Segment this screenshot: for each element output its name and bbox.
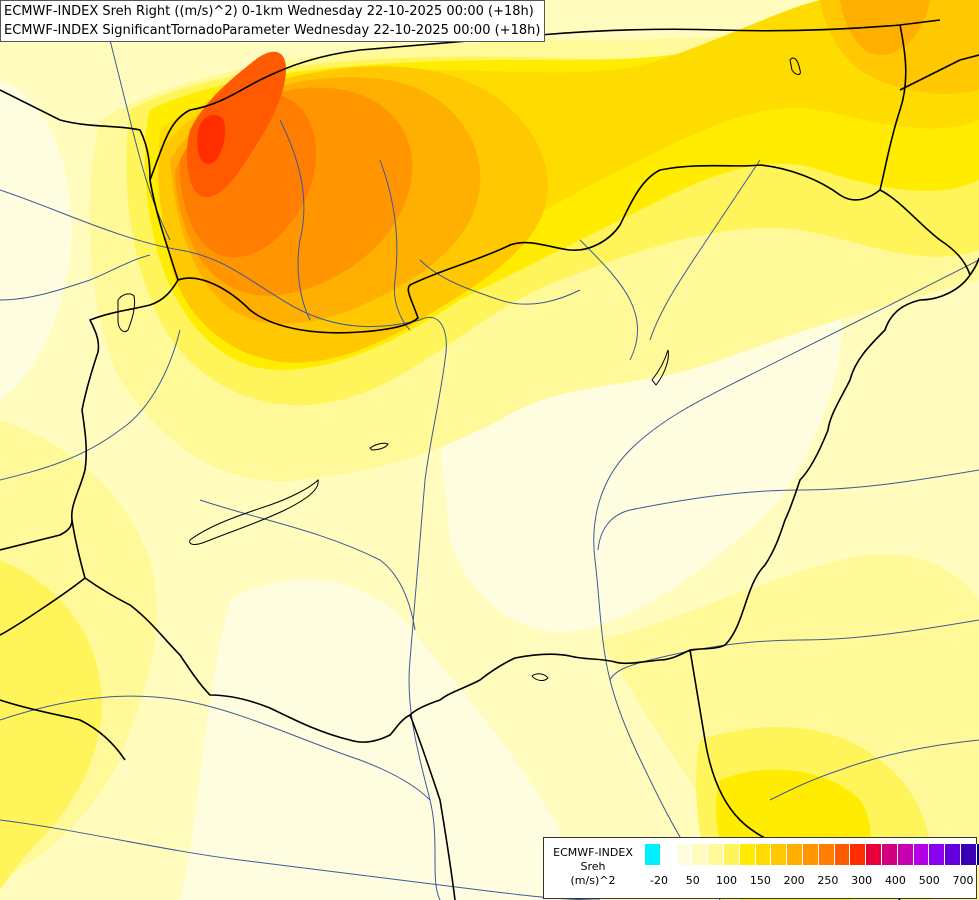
legend-swatch — [802, 844, 819, 865]
legend-swatch — [834, 844, 851, 865]
legend-swatch — [771, 844, 788, 865]
border-ukraine — [879, 24, 907, 191]
legend-swatch — [818, 844, 835, 865]
legend-source: ECMWF-INDEX — [553, 846, 633, 859]
legend-swatch — [739, 844, 756, 865]
legend-swatch — [708, 844, 724, 865]
legend-tick-label: 500 — [918, 874, 940, 887]
legend-swatch — [866, 844, 882, 865]
lake-south-small — [531, 673, 549, 681]
title-line-1: ECMWF-INDEX Sreh Right ((m/s)^2) 0-1km W… — [4, 4, 534, 19]
legend-swatches — [645, 844, 979, 865]
legend-title: ECMWF-INDEX Sreh (m/s)^2 — [544, 846, 642, 888]
legend-swatch — [976, 844, 979, 865]
legend-variable: Sreh — [580, 860, 606, 873]
legend-swatch — [755, 844, 772, 865]
contour-hot — [197, 114, 226, 164]
contour-pale-center — [440, 276, 842, 632]
legend-tick-label: 400 — [884, 874, 906, 887]
legend-swatch — [881, 844, 898, 865]
contour-pale-west — [0, 80, 72, 400]
legend-tick-label: 700 — [952, 874, 974, 887]
legend-tick-label: 200 — [783, 874, 805, 887]
border-austria-slovenia — [0, 519, 73, 551]
lakes — [117, 57, 801, 681]
legend-swatch — [897, 844, 914, 865]
title-line-2: ECMWF-INDEX SignificantTornadoParameter … — [4, 23, 541, 38]
legend-swatch — [850, 844, 867, 865]
lake-tisza — [651, 349, 669, 386]
border-slovakia-north — [149, 19, 941, 181]
legend-swatch — [723, 844, 740, 865]
legend-swatch — [960, 844, 977, 865]
border-hungary — [70, 164, 971, 743]
lake-neusiedl — [117, 293, 135, 333]
legend-swatch — [676, 844, 693, 865]
river-hron — [379, 159, 411, 331]
map-title-box: ECMWF-INDEX Sreh Right ((m/s)^2) 0-1km W… — [0, 0, 546, 42]
river-hernad — [649, 159, 761, 341]
river-sajo — [579, 239, 638, 361]
legend-tick-label: 50 — [685, 874, 700, 887]
contour-bright-sw — [0, 560, 102, 890]
river-vah — [279, 119, 311, 321]
river-tisza — [593, 259, 979, 900]
legend-unit: (m/s)^2 — [570, 874, 616, 887]
river-ipoly — [419, 259, 581, 305]
river-drava — [0, 695, 431, 801]
river-west-mountains — [0, 254, 151, 301]
border-croatia-serbia — [409, 714, 456, 900]
border-slovenia-croatia — [0, 577, 86, 636]
legend-tick-label: 150 — [749, 874, 771, 887]
lake-velence — [369, 442, 389, 451]
lake-ne-small — [789, 57, 801, 75]
contour-pale-south — [180, 579, 560, 900]
legend-tick-label: 300 — [851, 874, 873, 887]
river-southeast — [769, 739, 979, 801]
color-legend: ECMWF-INDEX Sreh (m/s)^2 -20 50 100 150 200 2… — [543, 837, 979, 899]
contour-orange-ne — [840, 0, 930, 55]
border-ukraine-east — [899, 54, 979, 91]
legend-swatch — [645, 844, 661, 865]
legend-swatch — [692, 844, 709, 865]
river-raab — [0, 329, 181, 481]
river-maros — [609, 619, 979, 681]
river-sio — [199, 499, 416, 631]
legend-swatch — [945, 844, 961, 865]
river-danube — [0, 189, 447, 900]
border-east-lower — [0, 699, 126, 761]
legend-swatch — [929, 844, 946, 865]
river-koros — [597, 469, 979, 551]
legend-swatch — [660, 844, 677, 865]
legend-tick-label: -20 — [650, 874, 668, 887]
legend-tick-label: 100 — [716, 874, 738, 887]
river-sava — [0, 819, 601, 900]
lake-balaton — [189, 478, 319, 545]
legend-tick-label: 250 — [817, 874, 839, 887]
legend-swatch — [787, 844, 803, 865]
border-austria-slovakia — [0, 89, 179, 281]
legend-swatch — [913, 844, 930, 865]
legend-ticks: -20 50 100 150 200 250 300 400 500 700 — [645, 874, 975, 888]
